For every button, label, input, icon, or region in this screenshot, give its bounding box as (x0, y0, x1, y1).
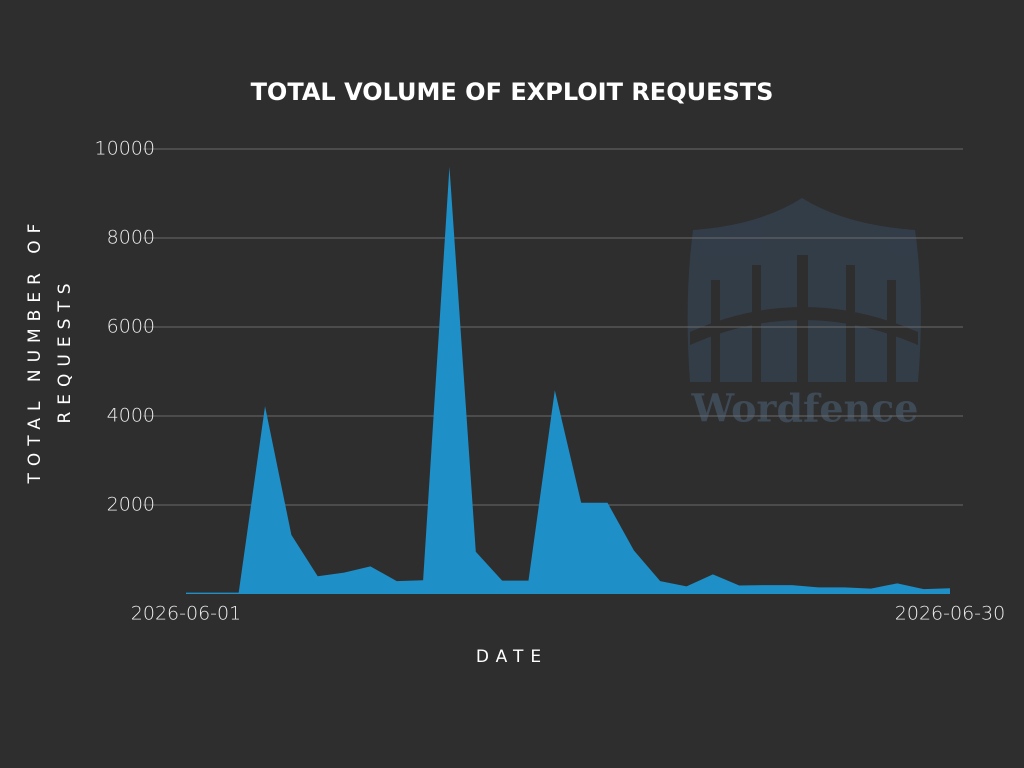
y-axis-label: TOTAL NUMBER OF REQUESTS (25, 216, 75, 484)
area (186, 166, 950, 595)
y-tick-label: 2000 (107, 494, 155, 516)
y-tick-label: 6000 (107, 316, 155, 338)
watermark-text: Wordfence (691, 386, 919, 431)
watermark-logo (687, 198, 921, 382)
x-tick-label: 2026-06-30 (895, 603, 1005, 625)
x-axis-label: DATE (476, 647, 548, 667)
y-tick-label: 4000 (107, 405, 155, 427)
x-tick-label: 2026-06-01 (131, 603, 241, 625)
y-tick-label: 8000 (107, 227, 155, 249)
chart-title: TOTAL VOLUME OF EXPLOIT REQUESTS (251, 78, 774, 106)
y-tick-label: 10000 (95, 138, 155, 160)
